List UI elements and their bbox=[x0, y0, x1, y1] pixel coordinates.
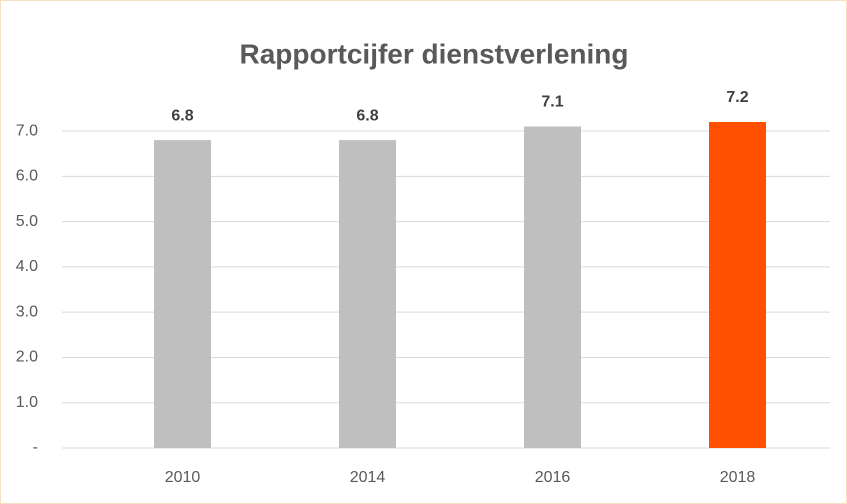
x-tick-label: 2014 bbox=[350, 469, 386, 486]
bar bbox=[339, 140, 396, 448]
data-label: 7.2 bbox=[726, 89, 748, 106]
chart-title: Rapportcijfer dienstverlening bbox=[240, 38, 629, 69]
y-tick-label: 3.0 bbox=[16, 303, 38, 320]
x-tick-label: 2016 bbox=[535, 469, 571, 486]
y-tick-label: 7.0 bbox=[16, 122, 38, 139]
data-label: 6.8 bbox=[356, 107, 378, 124]
x-tick-label: 2010 bbox=[165, 469, 201, 486]
data-label: 6.8 bbox=[171, 107, 193, 124]
y-tick-label: 5.0 bbox=[16, 213, 38, 230]
data-label: 7.1 bbox=[541, 94, 563, 111]
bar bbox=[709, 122, 766, 448]
y-tick-label: 6.0 bbox=[16, 168, 38, 185]
x-tick-label: 2018 bbox=[720, 469, 756, 486]
bar bbox=[524, 126, 581, 449]
y-tick-label: - bbox=[33, 439, 38, 456]
bar bbox=[154, 140, 211, 448]
y-tick-label: 4.0 bbox=[16, 258, 38, 275]
y-tick-label: 2.0 bbox=[16, 349, 38, 366]
y-tick-label: 1.0 bbox=[16, 394, 38, 411]
